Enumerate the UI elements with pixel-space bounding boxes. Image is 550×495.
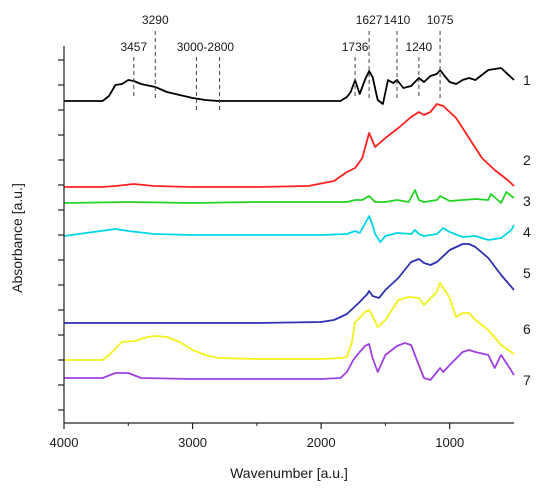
series-7-line bbox=[64, 342, 515, 381]
axes-layer: 4000 3000 2000 1000 bbox=[50, 46, 514, 450]
series-4-label: 4 bbox=[523, 224, 531, 240]
peak-label-1410: 1410 bbox=[384, 13, 411, 27]
peak-label-1240: 1240 bbox=[406, 40, 433, 54]
peak-label-3457: 3457 bbox=[120, 40, 147, 54]
peak-label-1627: 1627 bbox=[356, 13, 383, 27]
x-axis-title: Wavenumber [a.u.] bbox=[230, 465, 348, 481]
series-2-line bbox=[64, 103, 515, 188]
series-6-label: 6 bbox=[523, 321, 531, 337]
series-4-line bbox=[63, 215, 515, 243]
series-2-label: 2 bbox=[523, 152, 531, 168]
series-1-label: 1 bbox=[523, 72, 531, 88]
series-5-line bbox=[64, 243, 515, 324]
series-3-label: 3 bbox=[523, 193, 531, 209]
series-6-line bbox=[64, 282, 515, 361]
series-7-label: 7 bbox=[523, 372, 531, 388]
x-tick-label: 4000 bbox=[50, 435, 79, 450]
x-tick-label: 2000 bbox=[307, 435, 336, 450]
peak-label-3290: 3290 bbox=[142, 13, 169, 27]
x-tick-label: 1000 bbox=[435, 435, 464, 450]
series-3-line bbox=[63, 189, 515, 204]
peak-label-1736: 1736 bbox=[342, 40, 369, 54]
series-5-label: 5 bbox=[523, 265, 531, 281]
peak-label-1075: 1075 bbox=[427, 13, 454, 27]
series-1-line bbox=[64, 67, 515, 105]
annotation-layer: 3457 3290 3000-2800 1736 1627 1410 1240 1075 bbox=[120, 13, 454, 110]
y-axis-title: Absorbance [a.u.] bbox=[9, 183, 25, 293]
series-layer: 1 2 3 4 5 6 7 bbox=[63, 67, 531, 388]
peak-label-3000-2800: 3000-2800 bbox=[177, 40, 235, 54]
x-tick-label: 3000 bbox=[178, 435, 207, 450]
